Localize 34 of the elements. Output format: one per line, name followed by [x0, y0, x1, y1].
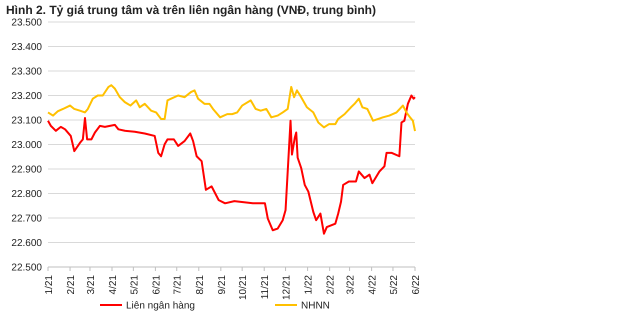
x-tick-label: 2/21 — [66, 274, 78, 294]
x-tick-label: 9/21 — [216, 274, 228, 294]
line-series — [47, 84, 416, 132]
y-tick-label: 22.500 — [11, 262, 42, 274]
y-tick-label: 22.600 — [11, 238, 42, 249]
x-tick-label: 4/21 — [108, 274, 120, 294]
x-tick-label: 4/22 — [368, 274, 379, 294]
x-tick-label: 2/22 — [326, 274, 337, 294]
y-tick-label: 22.800 — [11, 189, 42, 200]
y-tick-label: 22.700 — [11, 214, 42, 224]
y-tick-label: 23.300 — [11, 66, 42, 78]
y-tick-label: 23.500 — [11, 18, 42, 28]
x-tick-label: 8/21 — [194, 274, 206, 294]
x-tick-label: 10/21 — [238, 274, 250, 300]
legend-label: Liên ngân hàng — [126, 300, 195, 312]
y-tick-label: 22.900 — [11, 164, 42, 176]
x-tick-label: 6/21 — [151, 274, 162, 294]
x-tick-label: 1/21 — [44, 274, 55, 294]
x-tick-label: 12/21 — [282, 274, 293, 300]
line-series — [47, 94, 416, 235]
x-tick-label: 3/21 — [86, 274, 97, 294]
chart-title: Hình 2. Tỷ giá trung tâm và trên liên ngân hàng (VNĐ, trung bình) — [6, 3, 376, 17]
x-tick-label: 6/22 — [411, 274, 422, 294]
y-tick-label: 23.200 — [11, 91, 42, 102]
x-tick-label: 5/22 — [388, 274, 400, 294]
y-tick-label: 23.100 — [11, 116, 42, 126]
y-tick-label: 23.000 — [11, 140, 42, 151]
x-tick-label: 3/22 — [346, 274, 357, 294]
x-tick-label: 7/21 — [172, 274, 184, 294]
y-tick-label: 23.400 — [11, 42, 42, 53]
legend-label: NHNN — [301, 300, 330, 312]
x-tick-label: 1/22 — [304, 274, 315, 294]
x-tick-label: 11/21 — [260, 274, 272, 300]
x-tick-label: 5/21 — [129, 274, 140, 294]
